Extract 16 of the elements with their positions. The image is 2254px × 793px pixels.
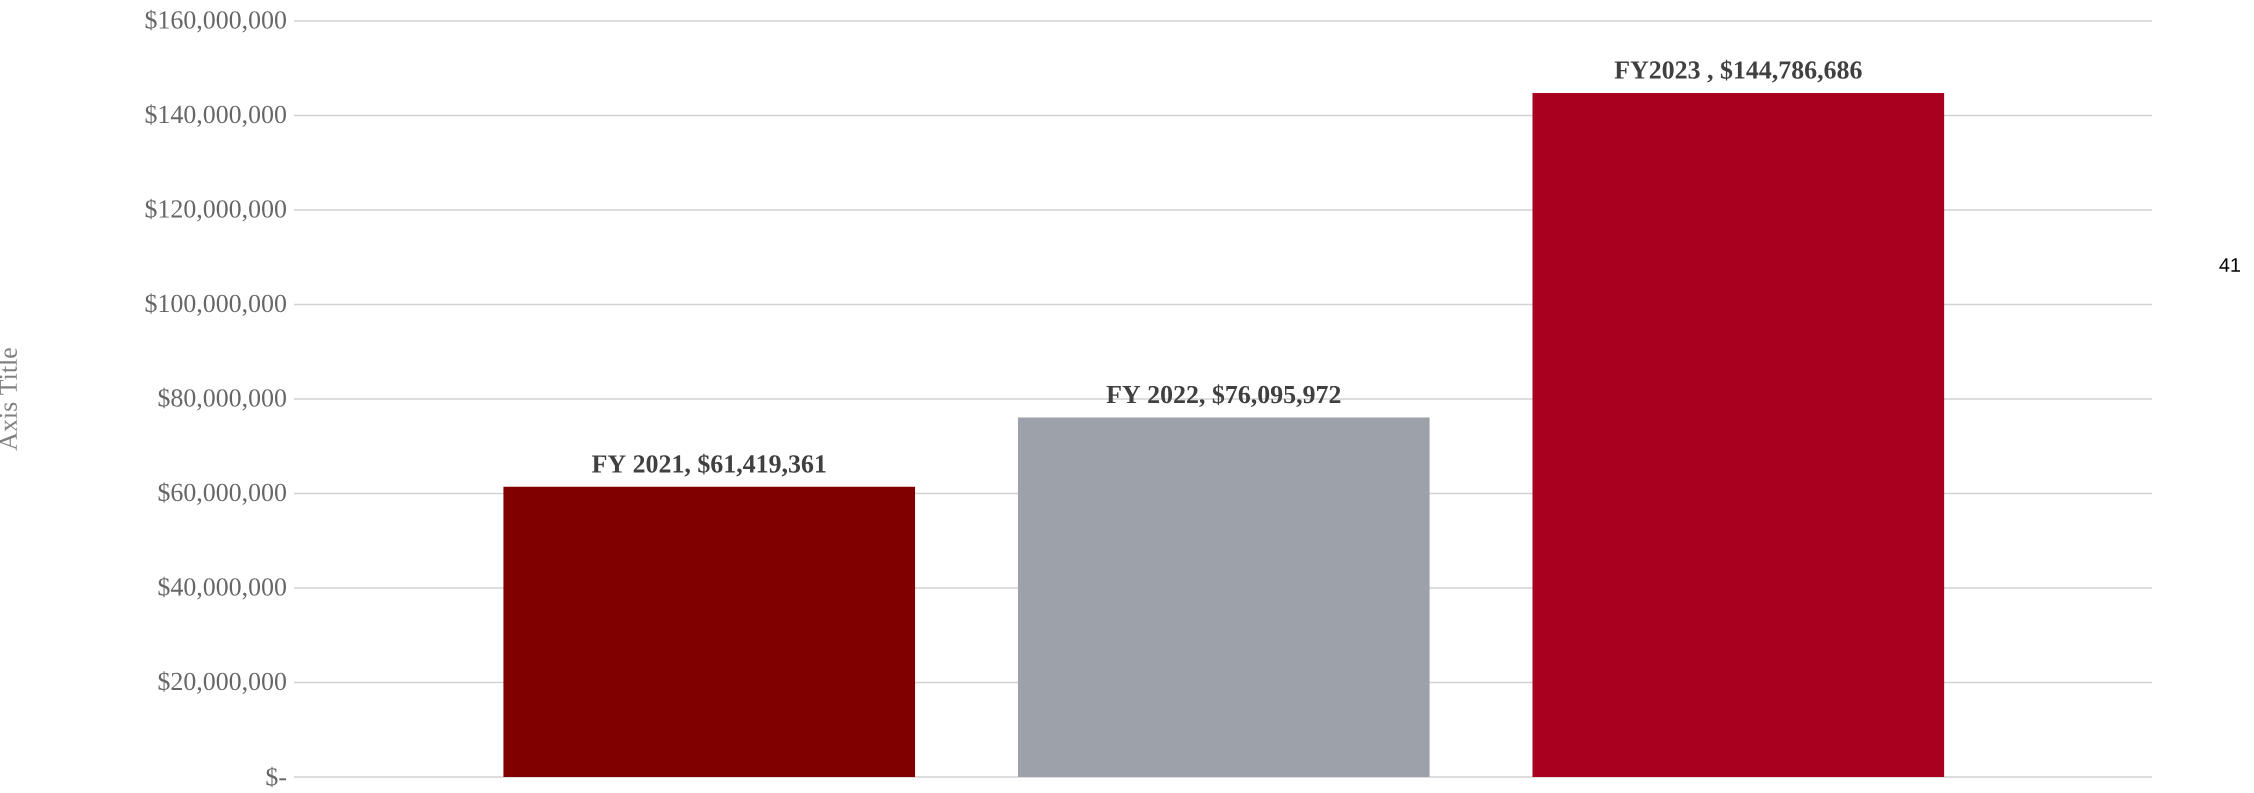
y-tick-label: $20,000,000 xyxy=(158,671,286,694)
data-label: FY 2022, $76,095,972 xyxy=(1106,384,1341,408)
y-tick-label: $100,000,000 xyxy=(145,293,286,316)
y-tick-label: $40,000,000 xyxy=(158,576,286,600)
bar xyxy=(1532,92,1945,777)
y-tick-label: $80,000,000 xyxy=(158,387,286,411)
data-label: FY2023 , $144,786,686 xyxy=(1614,59,1862,83)
y-tick-label: $- xyxy=(266,766,287,788)
text: 41 xyxy=(2219,258,2241,272)
y-tick-label: $160,000,000 xyxy=(145,9,286,33)
bar xyxy=(1017,417,1430,777)
data-label: FY 2021, $61,419,361 xyxy=(592,453,826,477)
y-tick-label: $140,000,000 xyxy=(145,104,286,127)
y-tick-label: $60,000,000 xyxy=(158,482,286,505)
bar xyxy=(503,486,916,777)
y-tick-label: $120,000,000 xyxy=(145,198,286,222)
